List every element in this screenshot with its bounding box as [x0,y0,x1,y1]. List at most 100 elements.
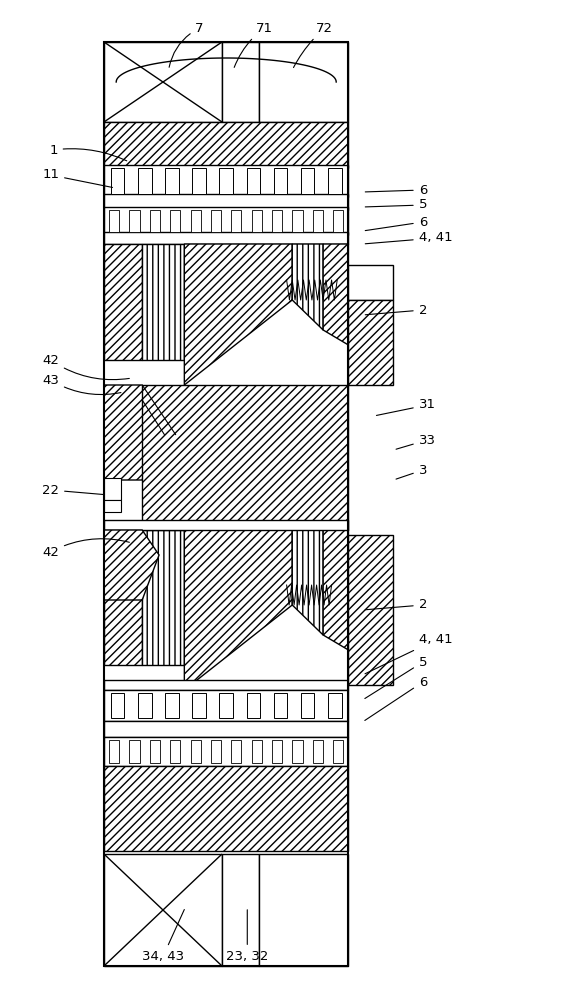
Bar [104,520,348,530]
Bar [104,690,348,721]
Bar [109,210,119,232]
Polygon shape [292,530,323,635]
Text: 2: 2 [365,304,427,316]
Text: 1: 1 [49,143,127,161]
Bar [211,740,221,763]
Bar [292,740,302,763]
Bar [104,478,121,500]
Bar [104,680,348,690]
Bar [348,535,393,685]
Text: 2: 2 [365,598,427,611]
Bar [252,210,262,232]
Text: 42: 42 [42,539,129,558]
Bar [104,42,222,122]
Bar [104,766,348,851]
Bar [313,210,323,232]
Bar [328,693,342,718]
Bar [104,721,348,737]
Bar [219,693,233,718]
Bar [104,42,348,966]
Text: 4, 41: 4, 41 [365,634,452,674]
Text: 4, 41: 4, 41 [365,232,452,244]
Bar [111,168,124,194]
Bar [150,210,160,232]
Text: 5: 5 [365,198,427,212]
Polygon shape [104,385,159,480]
Bar [191,210,201,232]
Text: 31: 31 [377,398,436,415]
Bar [129,740,139,763]
Bar [211,210,221,232]
Text: 6: 6 [365,676,427,720]
Bar [247,168,260,194]
Text: 3: 3 [396,464,427,479]
Bar [274,168,287,194]
Polygon shape [323,530,348,650]
Bar [192,693,206,718]
Bar [333,740,343,763]
Bar [104,737,348,766]
Bar [191,740,201,763]
Bar [104,244,142,360]
Text: 5: 5 [365,656,427,699]
Bar [274,693,287,718]
Bar [328,168,342,194]
Bar [222,42,259,122]
Polygon shape [142,244,184,360]
Bar [170,740,180,763]
Polygon shape [184,530,292,690]
Polygon shape [292,244,323,330]
Polygon shape [323,244,348,345]
Bar [104,500,121,512]
Text: 33: 33 [396,434,436,449]
Bar [259,854,348,966]
Bar [150,740,160,763]
Bar [219,168,233,194]
Bar [192,168,206,194]
Bar [259,42,348,122]
Bar [301,168,315,194]
Text: 6: 6 [365,216,427,231]
Bar [348,300,393,385]
Text: 23, 32: 23, 32 [226,910,269,963]
Bar [104,232,348,244]
Bar [104,165,348,197]
Bar [333,210,343,232]
Bar [301,693,315,718]
Bar [252,740,262,763]
Bar [138,168,152,194]
Bar [272,210,282,232]
Text: 72: 72 [293,21,333,68]
Bar [104,530,142,665]
Text: 42: 42 [42,354,129,380]
Bar [232,740,242,763]
Text: 11: 11 [42,168,112,187]
Bar [104,207,348,235]
Bar [104,194,348,210]
Bar [313,740,323,763]
Bar [272,740,282,763]
Bar [104,854,222,966]
Polygon shape [184,244,292,385]
Bar [138,693,152,718]
Bar [222,854,259,966]
Polygon shape [142,530,184,665]
Polygon shape [104,530,159,600]
Bar [104,122,348,168]
Bar [109,740,119,763]
Text: 71: 71 [234,21,273,67]
Text: 43: 43 [42,373,121,395]
Bar [111,693,124,718]
Bar [129,210,139,232]
Bar [232,210,242,232]
Bar [292,210,302,232]
Bar [170,210,180,232]
Text: 22: 22 [42,484,118,496]
Text: 7: 7 [169,21,204,67]
Polygon shape [142,385,348,530]
Bar [165,693,179,718]
Bar [247,693,260,718]
Text: 6: 6 [365,184,427,196]
Bar [348,265,393,300]
Bar [165,168,179,194]
